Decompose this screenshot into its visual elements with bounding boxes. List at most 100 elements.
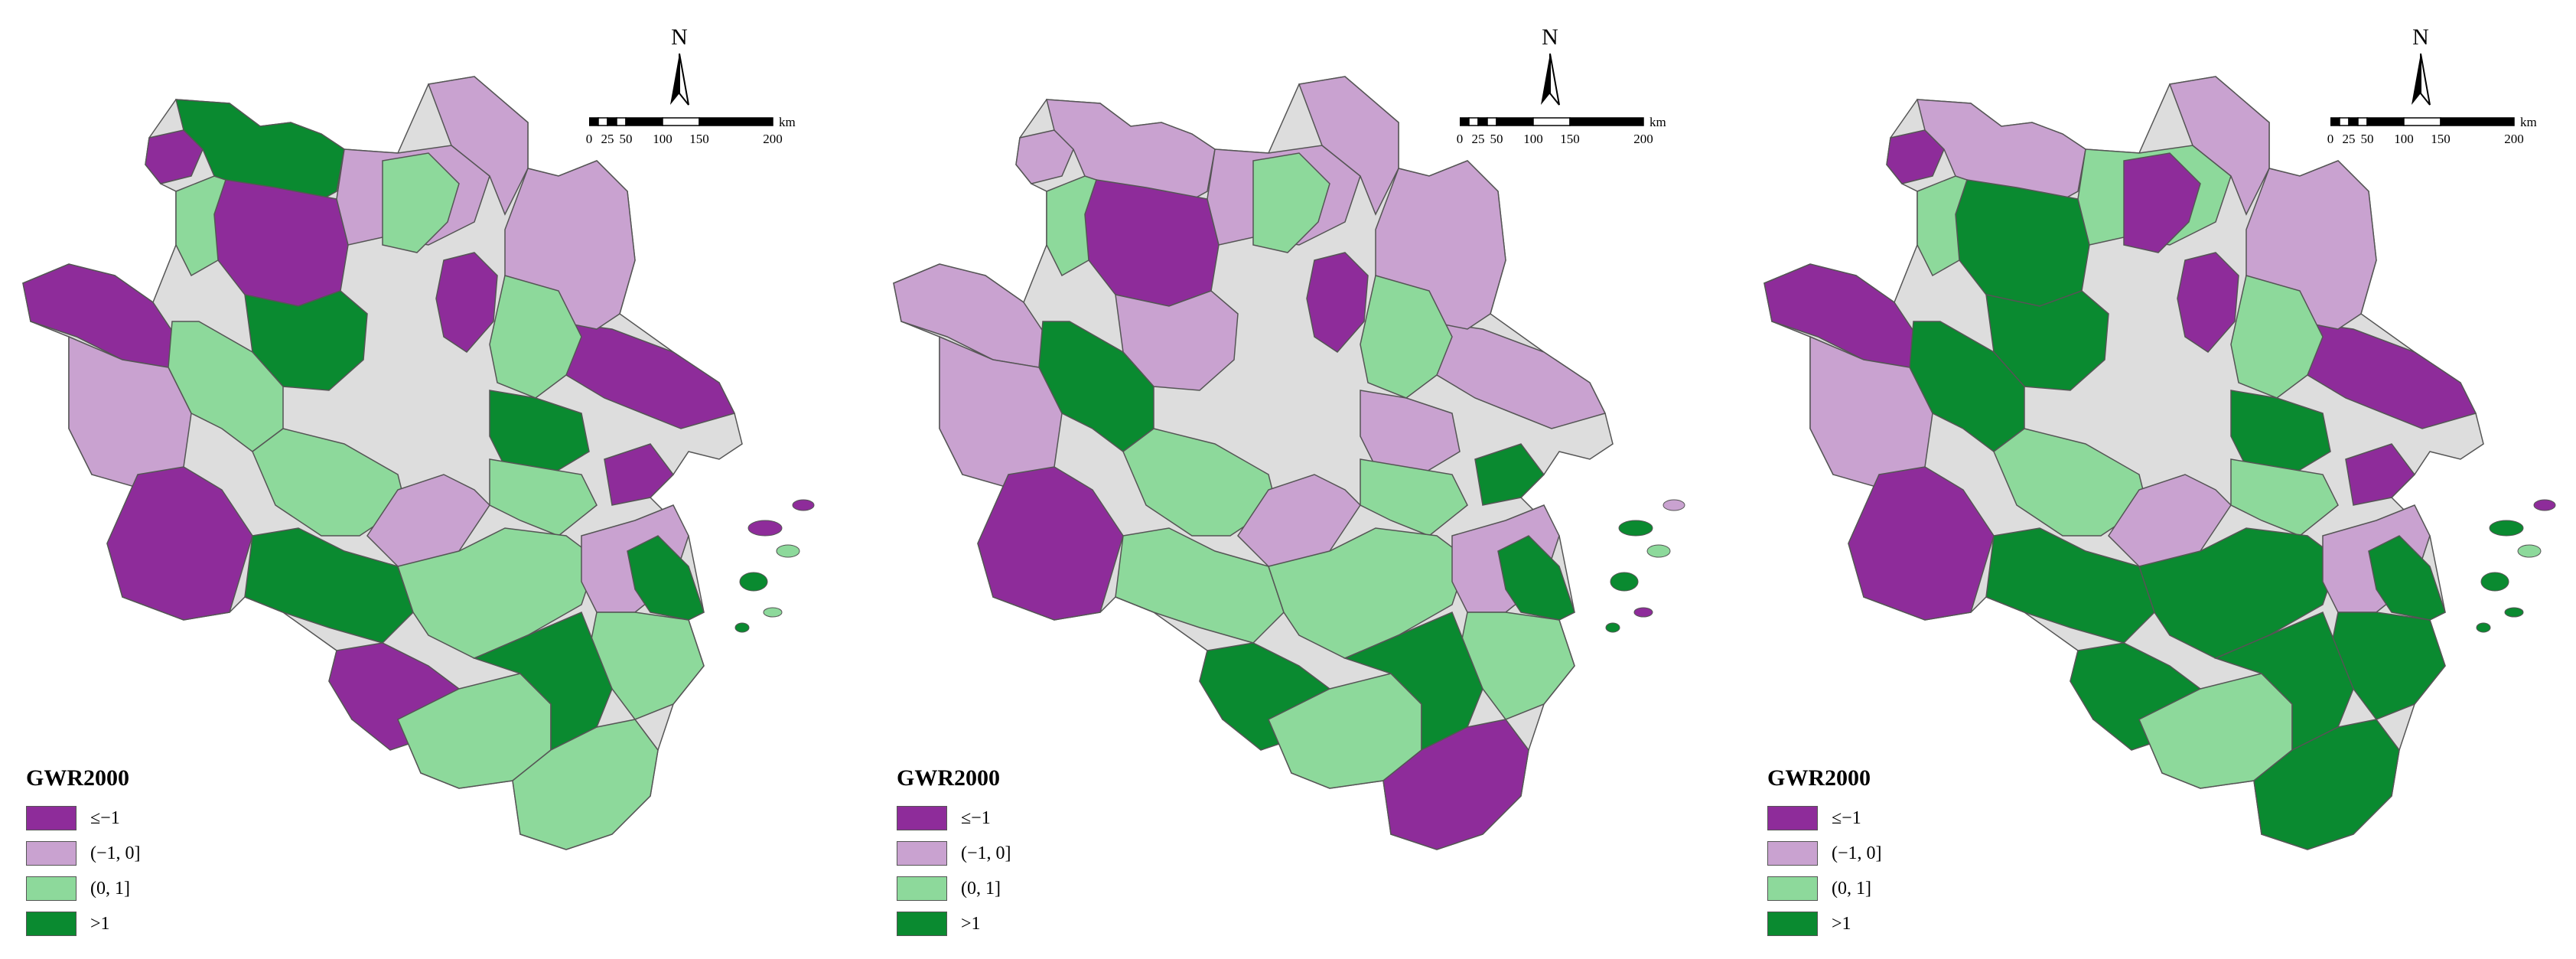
island-region xyxy=(739,572,768,592)
map-region xyxy=(2230,458,2339,537)
map-region xyxy=(2168,76,2270,216)
island-region xyxy=(2504,607,2524,618)
scale-tick-label: 200 xyxy=(2504,132,2524,146)
map-region xyxy=(2230,390,2331,475)
map-region xyxy=(1848,466,1995,621)
scale-tick-label: 150 xyxy=(689,132,709,146)
scale-bar-graphic xyxy=(589,117,773,126)
map-region xyxy=(2368,535,2446,621)
legend-swatch xyxy=(897,806,947,830)
scale-unit: km xyxy=(779,115,796,129)
legend-item: ≤−1 xyxy=(897,801,1011,836)
map-region xyxy=(2299,321,2477,429)
map-region xyxy=(558,321,736,429)
island-region xyxy=(2489,520,2524,537)
map-region xyxy=(2345,443,2415,506)
legend-title: GWR2000 xyxy=(26,765,129,791)
legend-item: ≤−1 xyxy=(1767,801,1882,836)
map-region xyxy=(1497,535,1575,621)
legend-title: GWR2000 xyxy=(897,765,1000,791)
map-region xyxy=(627,535,705,621)
legend-swatch xyxy=(26,841,77,866)
legend-item: >1 xyxy=(1767,906,1882,941)
north-arrow-icon xyxy=(1541,53,1560,106)
legend-swatch xyxy=(26,806,77,830)
map-panel-2: N 0 25 50 100 150 200 km GWR2000 ≤−1 (−1, 0] (0, 1]… xyxy=(871,0,1729,959)
legend-item: (0, 1] xyxy=(26,871,141,906)
map-panel-1: N 0 25 50 100 150 200 km GWR2000 ≤−1 (−1, 0] (0, 1]… xyxy=(0,0,858,959)
legend-label: >1 xyxy=(90,913,110,934)
legend-label: ≤−1 xyxy=(961,807,991,828)
scale-unit: km xyxy=(1649,115,1666,129)
island-region xyxy=(792,499,815,511)
map-region xyxy=(427,76,529,216)
map-region xyxy=(1268,527,1468,659)
map-region xyxy=(1298,76,1399,216)
scale-tick-label: 200 xyxy=(763,132,783,146)
map-region xyxy=(244,527,414,644)
legend-item: (−1, 0] xyxy=(1767,836,1882,871)
legend-swatch xyxy=(1767,876,1818,901)
north-label: N xyxy=(2412,24,2429,50)
legend-label: (0, 1] xyxy=(961,878,1001,899)
map-region xyxy=(1428,321,1607,429)
north-label: N xyxy=(671,24,688,50)
map-region xyxy=(1046,99,1216,211)
scale-tick-label: 100 xyxy=(1523,132,1543,146)
legend-swatch xyxy=(1767,806,1818,830)
legend-swatch xyxy=(897,841,947,866)
scale-tick-label: 200 xyxy=(1633,132,1653,146)
map-region xyxy=(512,719,659,850)
map-region xyxy=(1360,275,1453,399)
legend-label: (0, 1] xyxy=(90,878,130,899)
legend-label: >1 xyxy=(1832,913,1851,934)
island-region xyxy=(763,607,783,618)
map-region xyxy=(1115,527,1285,644)
map-region xyxy=(175,99,345,211)
legend-label: ≤−1 xyxy=(1832,807,1861,828)
legend-label: (−1, 0] xyxy=(1832,843,1882,863)
map-region xyxy=(1360,390,1461,475)
scale-tick-label: 100 xyxy=(653,132,672,146)
map-region xyxy=(977,466,1124,621)
legend-swatch xyxy=(1767,841,1818,866)
map-region xyxy=(2177,252,2239,353)
north-arrow-icon xyxy=(2412,53,2431,106)
map-region xyxy=(1306,252,1369,353)
legend-title: GWR2000 xyxy=(1767,765,1871,791)
island-region xyxy=(2480,572,2509,592)
island-region xyxy=(776,544,800,558)
scale-tick-label: 150 xyxy=(2431,132,2451,146)
scale-tick-label: 25 xyxy=(601,132,614,146)
legend: GWR2000 ≤−1 (−1, 0] (0, 1] >1 xyxy=(1767,765,1882,941)
map-region xyxy=(435,252,498,353)
scale-tick-label: 25 xyxy=(2342,132,2356,146)
legend-swatch xyxy=(897,912,947,936)
map-region xyxy=(604,443,674,506)
legend-item: (−1, 0] xyxy=(26,836,141,871)
legend-item: ≤−1 xyxy=(26,801,141,836)
legend-label: ≤−1 xyxy=(90,807,120,828)
legend-swatch xyxy=(1767,912,1818,936)
map-3 xyxy=(1763,76,2556,850)
map-region xyxy=(1360,458,1468,537)
scale-tick-label: 0 xyxy=(2327,132,2334,146)
map-region xyxy=(2253,719,2400,850)
island-region xyxy=(2476,622,2491,633)
map-region xyxy=(489,458,598,537)
scale-unit: km xyxy=(2520,115,2537,129)
legend-item: (0, 1] xyxy=(897,871,1011,906)
map-region xyxy=(175,175,226,277)
legend-label: >1 xyxy=(961,913,981,934)
map-region xyxy=(489,275,582,399)
island-region xyxy=(2517,544,2542,558)
scale-tick-label: 50 xyxy=(2360,132,2374,146)
map-region xyxy=(1046,175,1097,277)
legend-item: >1 xyxy=(26,906,141,941)
legend-label: (−1, 0] xyxy=(961,843,1011,863)
map-region xyxy=(397,527,598,659)
map-region xyxy=(2230,275,2324,399)
island-region xyxy=(747,520,783,537)
island-region xyxy=(1663,499,1685,511)
